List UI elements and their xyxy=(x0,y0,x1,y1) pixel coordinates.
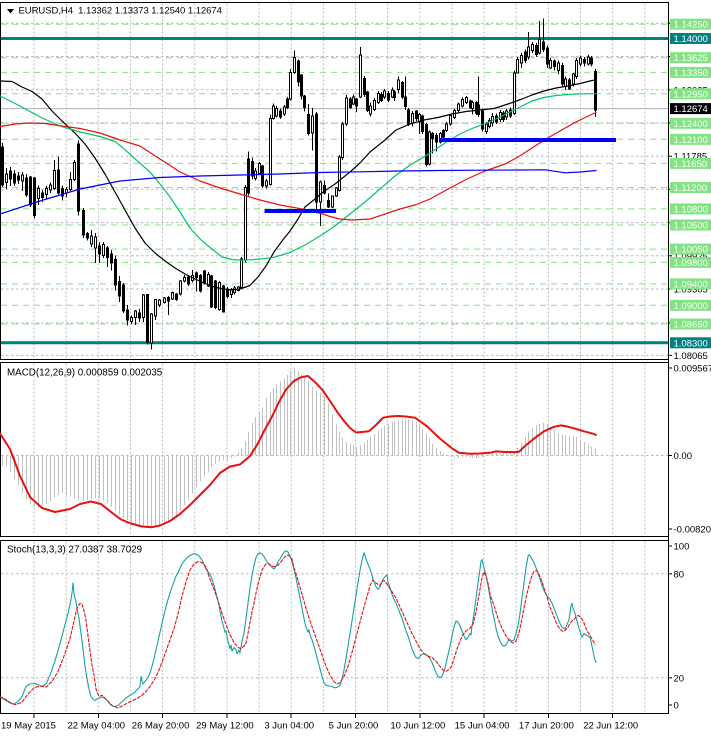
svg-text:29 May 12:00: 29 May 12:00 xyxy=(196,721,254,732)
svg-text:1.09800: 1.09800 xyxy=(674,258,708,269)
svg-text:100: 100 xyxy=(674,542,690,553)
svg-text:1.11200: 1.11200 xyxy=(674,183,708,194)
svg-text:22 Jun 12:00: 22 Jun 12:00 xyxy=(583,721,638,732)
svg-text:1.10050: 1.10050 xyxy=(674,245,708,256)
svg-text:1.08650: 1.08650 xyxy=(674,320,708,331)
svg-text:1.12400: 1.12400 xyxy=(674,119,708,130)
svg-text:1.14000: 1.14000 xyxy=(674,34,708,45)
svg-text:1.08065: 1.08065 xyxy=(674,351,708,362)
svg-text:10 Jun 12:00: 10 Jun 12:00 xyxy=(390,721,445,732)
svg-text:1.08300: 1.08300 xyxy=(674,338,708,349)
svg-text:Stoch(13,3,3) 27.0387 38.7029: Stoch(13,3,3) 27.0387 38.7029 xyxy=(7,545,142,556)
svg-text:0.00: 0.00 xyxy=(674,451,693,462)
svg-text:19 May 2015: 19 May 2015 xyxy=(1,721,56,732)
svg-text:1.12100: 1.12100 xyxy=(674,135,708,146)
svg-text:MACD(12,26,9) 0.000859 0.00203: MACD(12,26,9) 0.000859 0.002035 xyxy=(7,368,163,379)
svg-text:17 Jun 20:00: 17 Jun 20:00 xyxy=(519,721,574,732)
svg-text:20: 20 xyxy=(674,674,685,685)
svg-text:0: 0 xyxy=(674,701,679,712)
svg-text:1.12950: 1.12950 xyxy=(674,89,708,100)
svg-text:5 Jun 20:00: 5 Jun 20:00 xyxy=(329,721,379,732)
svg-text:3 Jun 04:00: 3 Jun 04:00 xyxy=(264,721,314,732)
svg-text:1.14250: 1.14250 xyxy=(674,20,708,31)
svg-text:1.12674: 1.12674 xyxy=(674,104,708,115)
svg-text:1.10500: 1.10500 xyxy=(674,221,708,232)
svg-text:1.09400: 1.09400 xyxy=(674,279,708,290)
svg-text:22 May 04:00: 22 May 04:00 xyxy=(68,721,126,732)
svg-text:0.009567: 0.009567 xyxy=(674,364,711,375)
svg-text:1.13350: 1.13350 xyxy=(674,68,708,79)
svg-text:EURUSD,H4 1.13362 1.13373 1.1: EURUSD,H4 1.13362 1.13373 1.12540 1.1267… xyxy=(19,6,222,17)
svg-text:1.10800: 1.10800 xyxy=(674,204,708,215)
svg-text:1.09000: 1.09000 xyxy=(674,301,708,312)
svg-text:1.13625: 1.13625 xyxy=(674,53,708,64)
svg-text:26 May 20:00: 26 May 20:00 xyxy=(132,721,190,732)
svg-text:80: 80 xyxy=(674,570,685,581)
svg-text:1.11650: 1.11650 xyxy=(674,159,708,170)
svg-text:15 Jun 04:00: 15 Jun 04:00 xyxy=(455,721,510,732)
